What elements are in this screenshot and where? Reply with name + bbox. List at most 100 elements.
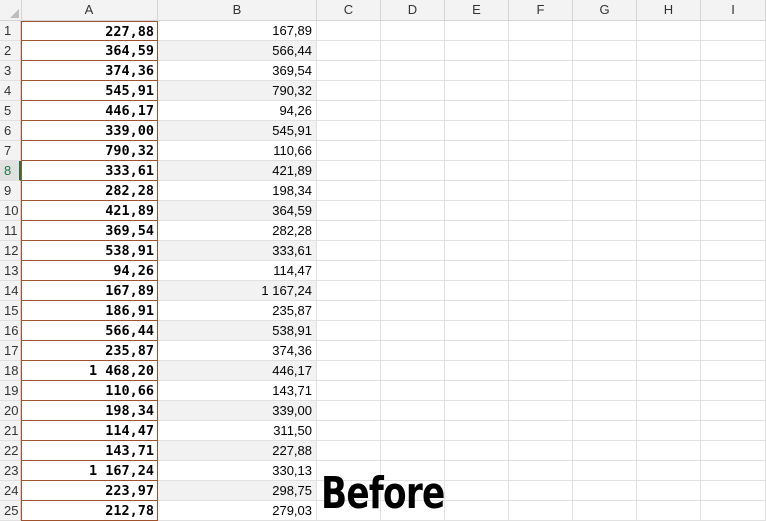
cell-a[interactable]: 1 167,24 [21, 461, 158, 481]
empty-cell-c[interactable] [317, 81, 381, 101]
cell-b[interactable]: 545,91 [158, 121, 317, 141]
cell-a[interactable]: 223,97 [21, 481, 158, 501]
cell-b[interactable]: 364,59 [158, 201, 317, 221]
empty-cell-f[interactable] [509, 121, 573, 141]
column-header-c[interactable]: C [317, 0, 381, 20]
empty-cell-h[interactable] [637, 201, 701, 221]
empty-cell-e[interactable] [445, 81, 509, 101]
column-header-g[interactable]: G [573, 0, 637, 20]
empty-cell-c[interactable] [317, 121, 381, 141]
empty-cell-g[interactable] [573, 481, 637, 501]
row-header[interactable]: 14 [0, 281, 21, 301]
empty-cell-e[interactable] [445, 421, 509, 441]
row-header[interactable]: 17 [0, 341, 21, 361]
cell-b[interactable]: 538,91 [158, 321, 317, 341]
empty-cell-h[interactable] [637, 161, 701, 181]
empty-cell-e[interactable] [445, 261, 509, 281]
cell-a[interactable]: 1 468,20 [21, 361, 158, 381]
empty-cell-d[interactable] [381, 61, 445, 81]
empty-cell-i[interactable] [701, 121, 766, 141]
empty-cell-g[interactable] [573, 341, 637, 361]
empty-cell-d[interactable] [381, 181, 445, 201]
column-header-i[interactable]: I [701, 0, 766, 20]
empty-cell-i[interactable] [701, 141, 766, 161]
cell-b[interactable]: 110,66 [158, 141, 317, 161]
empty-cell-i[interactable] [701, 41, 766, 61]
cell-a[interactable]: 114,47 [21, 421, 158, 441]
cell-a[interactable]: 227,88 [21, 21, 158, 41]
empty-cell-h[interactable] [637, 421, 701, 441]
empty-cell-c[interactable] [317, 301, 381, 321]
empty-cell-i[interactable] [701, 261, 766, 281]
empty-cell-f[interactable] [509, 181, 573, 201]
cell-b[interactable]: 94,26 [158, 101, 317, 121]
cell-b[interactable]: 227,88 [158, 441, 317, 461]
empty-cell-h[interactable] [637, 301, 701, 321]
column-header-f[interactable]: F [509, 0, 573, 20]
empty-cell-i[interactable] [701, 421, 766, 441]
empty-cell-i[interactable] [701, 241, 766, 261]
empty-cell-e[interactable] [445, 201, 509, 221]
empty-cell-e[interactable] [445, 161, 509, 181]
cell-a[interactable]: 333,61 [21, 161, 158, 181]
row-header[interactable]: 8 [0, 161, 21, 181]
empty-cell-g[interactable] [573, 261, 637, 281]
empty-cell-h[interactable] [637, 441, 701, 461]
empty-cell-e[interactable] [445, 381, 509, 401]
cell-a[interactable]: 94,26 [21, 261, 158, 281]
empty-cell-e[interactable] [445, 281, 509, 301]
empty-cell-d[interactable] [381, 481, 445, 501]
cell-a[interactable]: 282,28 [21, 181, 158, 201]
empty-cell-g[interactable] [573, 101, 637, 121]
cell-b[interactable]: 374,36 [158, 341, 317, 361]
empty-cell-c[interactable] [317, 481, 381, 501]
empty-cell-e[interactable] [445, 481, 509, 501]
empty-cell-i[interactable] [701, 321, 766, 341]
empty-cell-h[interactable] [637, 341, 701, 361]
empty-cell-g[interactable] [573, 401, 637, 421]
row-header[interactable]: 22 [0, 441, 21, 461]
empty-cell-e[interactable] [445, 61, 509, 81]
empty-cell-f[interactable] [509, 61, 573, 81]
empty-cell-d[interactable] [381, 381, 445, 401]
row-header[interactable]: 18 [0, 361, 21, 381]
cell-a[interactable]: 545,91 [21, 81, 158, 101]
empty-cell-f[interactable] [509, 361, 573, 381]
empty-cell-h[interactable] [637, 321, 701, 341]
empty-cell-e[interactable] [445, 401, 509, 421]
empty-cell-f[interactable] [509, 341, 573, 361]
cell-b[interactable]: 143,71 [158, 381, 317, 401]
empty-cell-e[interactable] [445, 41, 509, 61]
empty-cell-e[interactable] [445, 221, 509, 241]
empty-cell-i[interactable] [701, 161, 766, 181]
empty-cell-e[interactable] [445, 121, 509, 141]
empty-cell-c[interactable] [317, 361, 381, 381]
empty-cell-d[interactable] [381, 41, 445, 61]
empty-cell-g[interactable] [573, 381, 637, 401]
empty-cell-d[interactable] [381, 241, 445, 261]
empty-cell-d[interactable] [381, 321, 445, 341]
empty-cell-f[interactable] [509, 161, 573, 181]
empty-cell-h[interactable] [637, 41, 701, 61]
cell-a[interactable]: 446,17 [21, 101, 158, 121]
empty-cell-c[interactable] [317, 61, 381, 81]
empty-cell-e[interactable] [445, 461, 509, 481]
empty-cell-e[interactable] [445, 361, 509, 381]
empty-cell-f[interactable] [509, 441, 573, 461]
empty-cell-g[interactable] [573, 461, 637, 481]
empty-cell-g[interactable] [573, 121, 637, 141]
empty-cell-f[interactable] [509, 401, 573, 421]
empty-cell-g[interactable] [573, 61, 637, 81]
empty-cell-h[interactable] [637, 481, 701, 501]
empty-cell-c[interactable] [317, 41, 381, 61]
empty-cell-c[interactable] [317, 401, 381, 421]
cell-b[interactable]: 167,89 [158, 21, 317, 41]
empty-cell-h[interactable] [637, 81, 701, 101]
empty-cell-c[interactable] [317, 341, 381, 361]
empty-cell-e[interactable] [445, 21, 509, 41]
empty-cell-d[interactable] [381, 141, 445, 161]
empty-cell-e[interactable] [445, 321, 509, 341]
empty-cell-g[interactable] [573, 21, 637, 41]
empty-cell-f[interactable] [509, 501, 573, 521]
empty-cell-h[interactable] [637, 101, 701, 121]
